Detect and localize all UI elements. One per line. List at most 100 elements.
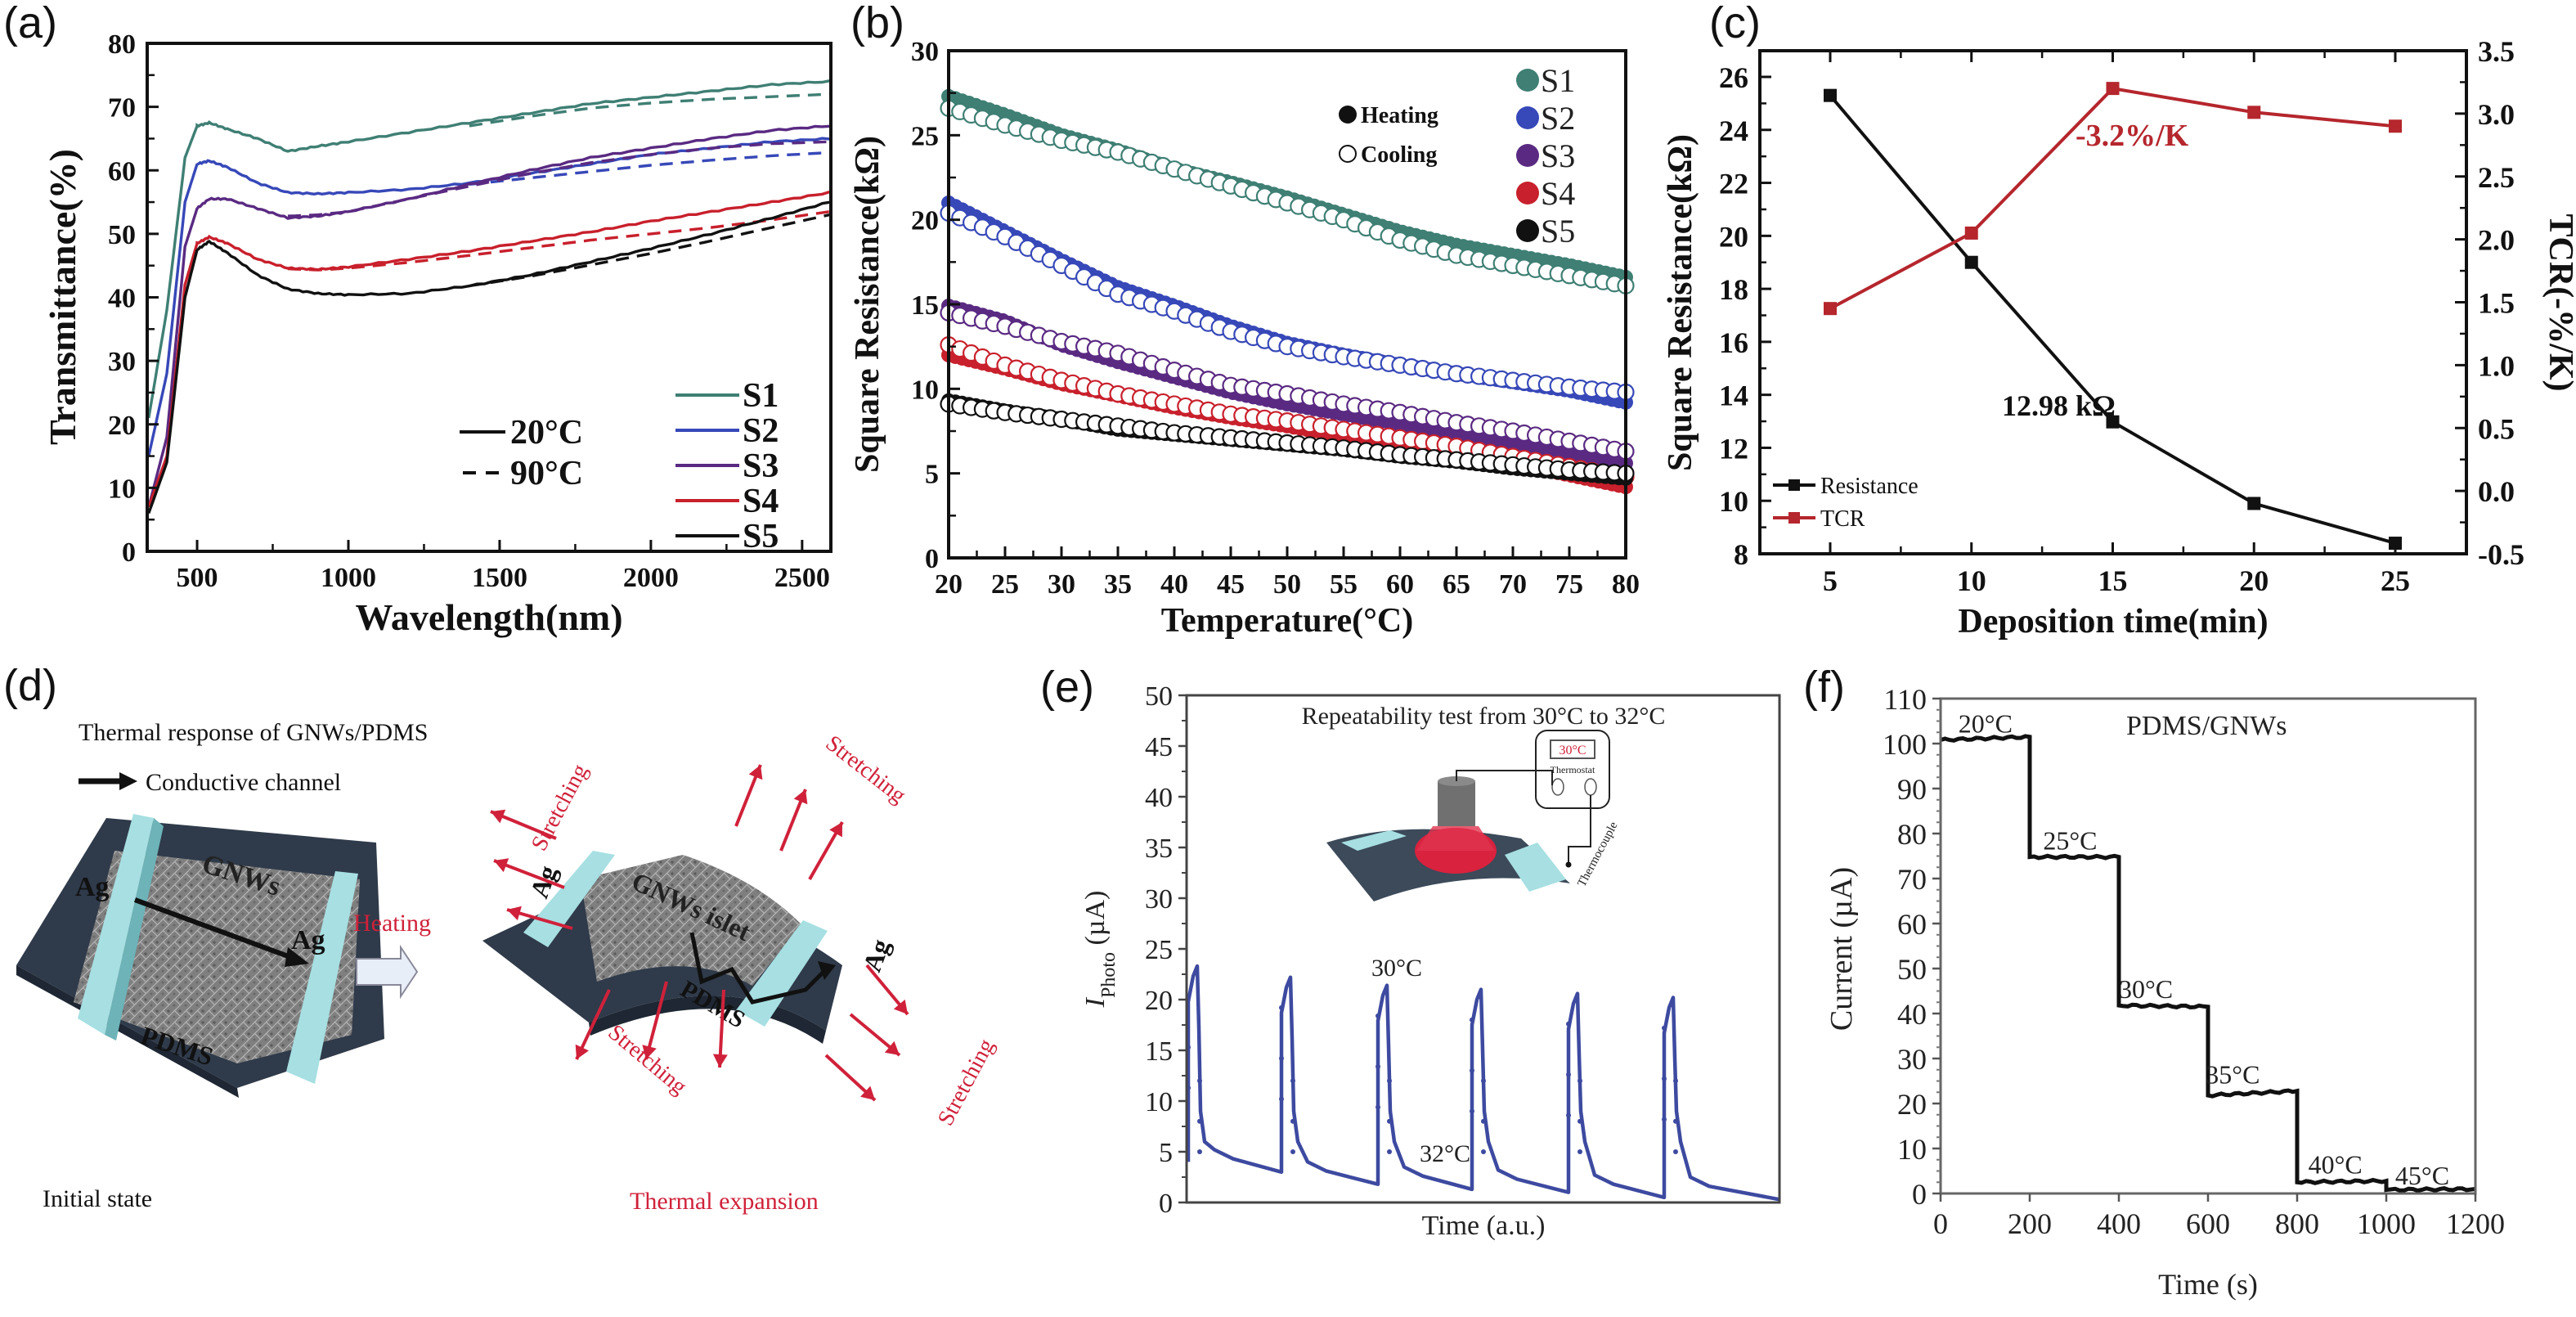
y-tick-label-right: -0.5 [2478, 538, 2524, 571]
conductive-channel-label: Conductive channel [146, 769, 341, 796]
label-ag-right-expanded: Ag [857, 935, 895, 975]
y-tick-label: 5 [925, 460, 939, 490]
x-tick-label: 800 [2275, 1207, 2319, 1240]
chart-f-current-steps: 20°C 25°C 30°C 35°C 40°C 45°C 0 10 20 30 40 50 60 70… [1824, 683, 2505, 1301]
y-tick-label: 5 [1159, 1138, 1173, 1168]
x-tick-label: 0 [1933, 1207, 1948, 1240]
chart-c-ylabel-right: TCR(-%/K) [2542, 214, 2576, 392]
marker-tcr [1964, 226, 1978, 240]
stretch-arrow-head-icon [642, 1045, 657, 1059]
device-thermal-expansion: Ag Ag GNWs islet PDMS Stretching Stretch… [482, 730, 999, 1130]
y-tick-label: 80 [108, 29, 136, 60]
y-tick-label-left: 18 [1719, 273, 1748, 306]
marker-resistance [2389, 537, 2402, 551]
chart-a-ylabel: Transmittance(%) [42, 149, 83, 445]
y-tick-label-left: 16 [1719, 326, 1748, 359]
y-tick-label-right: 3.5 [2478, 35, 2515, 68]
stretch-arrow-head-icon [893, 999, 908, 1014]
y-tick-label: 70 [1897, 863, 1927, 896]
ag-electrode-left-side [105, 818, 164, 1041]
x-tick-label: 20 [935, 569, 963, 600]
panel-label-a: (a) [3, 0, 57, 47]
x-tick-label: 1200 [2446, 1207, 2505, 1240]
y-tick-label-left: 24 [1719, 115, 1748, 147]
chart-e-repeatability: 0 5 10 15 20 25 30 35 40 45 50 Time (a.u.) IPhoto … [1080, 681, 1781, 1241]
y-tick-label-left: 12 [1719, 432, 1748, 465]
y-tick-label-right: 2.0 [2478, 224, 2515, 257]
x-tick-label: 45 [1217, 569, 1245, 600]
y-tick-label: 30 [108, 347, 136, 377]
chart-a-ticks: 0 10 20 30 40 50 60 70 80 500 1000 1500 2000 2500 [108, 29, 830, 593]
series-line-s1-solid [147, 79, 830, 419]
x-tick-label: 20 [2239, 564, 2269, 597]
label-ag-left: Ag [75, 872, 110, 902]
series-line-s4-solid [147, 190, 830, 508]
x-tick-label: 35 [1104, 569, 1132, 600]
chart-c-ticks: 8 10 12 14 16 18 20 22 24 26 -0.5 0.0 0.5 1.0 1.5 2.0 2.… [1719, 35, 2524, 597]
marker-tcr [2247, 106, 2261, 119]
annotation-tcr-peak: -3.2%/K [2076, 119, 2189, 153]
series-line-current [1940, 734, 2476, 1193]
x-tick-label: 5 [1823, 564, 1838, 597]
annotation-30c: 30°C [1371, 955, 1422, 982]
inset-heater-icon [1438, 781, 1475, 826]
conductive-channel-legend: Conductive channel [79, 769, 341, 796]
thermostat-label: Thermostat [1551, 764, 1595, 775]
y-tick-label: 10 [911, 375, 939, 405]
x-tick-label: 25 [991, 569, 1019, 600]
ag-electrode-right [286, 871, 358, 1084]
substrate-edge [16, 965, 239, 1098]
ag-electrode-left-expanded [523, 851, 615, 947]
y-tick-label-right: 0.0 [2478, 475, 2515, 508]
legend-marker-heating [1339, 106, 1357, 124]
chart-a-transmittance: 0 10 20 30 40 50 60 70 80 500 1000 1500 2000 2500 Wav… [42, 29, 832, 638]
legend-marker-resistance [1788, 479, 1800, 491]
stretch-arrow-head-icon [494, 858, 509, 873]
stretch-arrow-head-icon [860, 1086, 875, 1100]
legend-label-s2: S2 [743, 412, 779, 450]
x-tick-label: 55 [1330, 569, 1358, 600]
legend-label-s2: S2 [1541, 100, 1575, 137]
panel-label-c: (c) [1709, 0, 1761, 47]
x-tick-label: 15 [2098, 564, 2128, 597]
y-tick-label-left: 26 [1719, 61, 1748, 94]
series-line-s2-solid [147, 137, 830, 456]
stretch-arrow-head-icon [884, 1041, 900, 1055]
legend-label-s4: S4 [743, 483, 779, 520]
series-line-s1-dashed [469, 92, 830, 128]
x-tick-label: 65 [1443, 569, 1470, 600]
y-tick-label-left: 14 [1719, 380, 1748, 412]
series-line-s5-dashed [469, 213, 830, 288]
y-tick-label: 10 [1897, 1133, 1927, 1166]
inset-electrode-right [1505, 843, 1566, 892]
label-stretching-left: Stretching [527, 760, 593, 855]
y-tick-label-left: 8 [1734, 538, 1748, 571]
y-tick-label-right: 1.5 [2478, 287, 2515, 320]
y-tick-label: 25 [911, 121, 939, 151]
y-tick-label: 0 [925, 544, 939, 574]
chart-b-ticks: 0 5 10 15 20 25 30 20 25 30 35 40 45 50 55 60 65 70 75 80 [911, 37, 1640, 600]
thermocouple-tip [1565, 861, 1572, 868]
series-line-photocurrent [1186, 964, 1780, 1202]
stretching-arrows [490, 764, 909, 1102]
y-tick-label: 100 [1883, 728, 1927, 761]
step-label-40c: 40°C [2309, 1149, 2363, 1179]
legend-label-20c: 20°C [510, 414, 583, 452]
series-line-s3-dashed [287, 140, 830, 218]
x-tick-label: 200 [2008, 1207, 2052, 1240]
y-tick-label: 0 [1159, 1189, 1173, 1219]
y-tick-label: 20 [911, 206, 939, 236]
x-tick-label: 400 [2097, 1207, 2141, 1240]
legend-label-s5: S5 [1541, 213, 1575, 249]
stretch-arrow-head-icon [712, 1054, 728, 1068]
inset-heat-cone [1416, 826, 1495, 851]
x-tick-label: 80 [1612, 569, 1640, 600]
series-line-s4-dashed [287, 210, 830, 272]
chart-b-square-resistance: 0 5 10 15 20 25 30 20 25 30 35 40 45 50 55 60 65 70 75 80 T… [849, 37, 1640, 640]
label-ag-right: Ag [291, 925, 325, 955]
stretch-arrow-head-icon [748, 765, 763, 780]
